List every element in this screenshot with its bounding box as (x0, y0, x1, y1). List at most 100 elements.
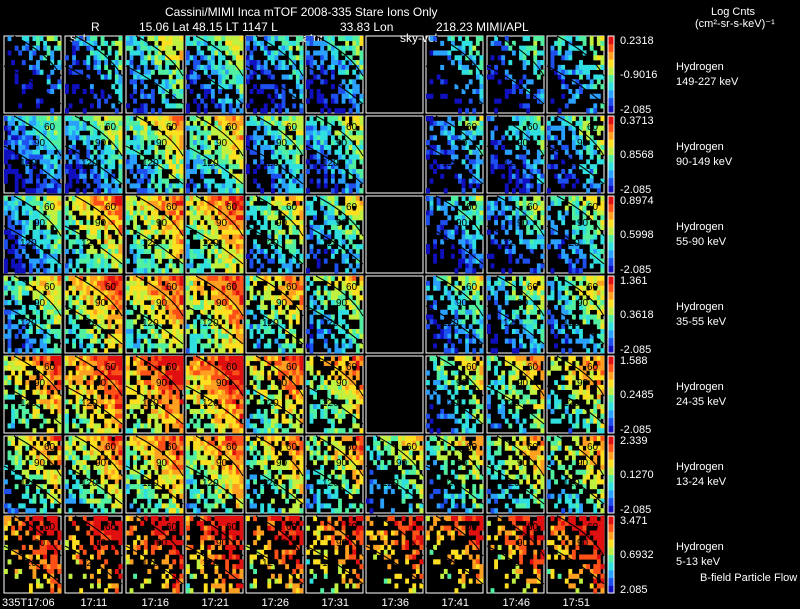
panel-cells-r0-c3 (186, 36, 244, 114)
panel-cells-r6-c2 (126, 516, 184, 594)
pitch-angle-contours-r2-c0 (3, 195, 62, 265)
colorbar-min: -2.085 (620, 424, 652, 436)
angle-label: 60 (226, 362, 238, 373)
angle-label: 90 (156, 218, 168, 229)
angle-label: 60 (166, 362, 178, 373)
colorbar-segment (608, 131, 614, 140)
colorbar-segment (608, 146, 614, 155)
pitch-angle-contours-r5-c7 (425, 435, 484, 505)
colorbar-segment (608, 265, 614, 274)
panel-r0-c6 (365, 35, 424, 114)
ephemeris-r: R (91, 20, 100, 34)
colorbar-mid: 0.8568 (620, 148, 654, 161)
pitch-angle-contours-r5-c9 (546, 435, 605, 505)
pitch-angle-contours-r0-c8 (486, 35, 545, 105)
colorbar-segment (608, 443, 614, 452)
pitch-angle-contours-r0-c5 (305, 35, 364, 105)
colorbar-segment (608, 36, 614, 45)
angle-label: 90 (336, 378, 348, 389)
panel-cells-r2-c8 (487, 196, 545, 274)
species-label: Hydrogen (676, 60, 724, 73)
time-tick-label: 17:11 (80, 597, 108, 609)
colorbar-segment (608, 257, 614, 266)
angle-label: 60 (346, 122, 358, 133)
colorbar-mid: 0.5998 (620, 228, 654, 241)
colorbar-segment (608, 585, 614, 594)
angle-label: 60 (587, 442, 599, 453)
time-tick-label: 17:31 (321, 597, 350, 609)
panel-cells-r1-c9 (547, 116, 605, 194)
angle-label: 90 (517, 538, 529, 549)
colorbar-segment (608, 436, 614, 445)
angle-label: 120 (20, 318, 37, 329)
pitch-angle-contours-r3-c0 (3, 275, 62, 345)
angle-label: 60 (105, 202, 117, 213)
colorbar-segment (608, 74, 614, 83)
time-tick-label: 17:51 (562, 597, 591, 609)
angle-label: 120 (563, 478, 580, 489)
angle-label: 60 (527, 442, 539, 453)
angle-label: 60 (44, 522, 56, 533)
angle-label: 60 (527, 282, 539, 293)
angle-label: 90 (216, 298, 228, 309)
angle-label: 60 (226, 122, 238, 133)
angle-label: 90 (95, 458, 107, 469)
colorbar-1 (607, 115, 615, 194)
colorbar-min: -2.085 (620, 104, 652, 116)
angle-label: 60 (166, 282, 178, 293)
angle-label: 90 (95, 298, 107, 309)
colorbar-max: 0.3713 (620, 115, 654, 127)
angle-label: 60 (105, 122, 117, 133)
pitch-angle-contours-r4-c1 (64, 355, 123, 425)
time-tick-label: 17:46 (502, 597, 531, 609)
panel-cells-r4-c0 (4, 356, 62, 434)
colorbar-segment (608, 196, 614, 205)
colorbar-segment (608, 474, 614, 483)
panel-cells-r0-c1 (65, 36, 123, 114)
angle-label: 120 (142, 398, 159, 409)
pitch-angle-contours-r6-c8 (486, 515, 545, 585)
angle-label: 90 (456, 298, 468, 309)
panel-cells-r5-c0 (4, 436, 62, 514)
colorbar-segment (608, 417, 614, 426)
colorbar-units: (cm²-sr-s-keV)⁻¹ (695, 18, 775, 30)
colorbar-segment (608, 211, 614, 220)
energy-label: 55-90 keV (676, 235, 727, 248)
colorbar-mid: 0.1270 (620, 468, 654, 481)
angle-label: 90 (456, 378, 468, 389)
colorbar-segment (608, 497, 614, 506)
species-label: Hydrogen (676, 140, 724, 153)
angle-label: 120 (81, 398, 98, 409)
pitch-angle-contours-r2-c1 (64, 195, 123, 265)
pitch-angle-contours-r4-c5 (305, 355, 364, 425)
colorbar-segment (608, 482, 614, 491)
energy-label: 149-227 keV (676, 75, 739, 88)
angle-label: 90 (517, 298, 529, 309)
panel-r3-c6 (365, 275, 424, 354)
angle-label: 120 (442, 558, 459, 569)
colorbar-segment (608, 409, 614, 419)
colorbar-segment (608, 203, 614, 212)
angle-label: 90 (95, 138, 107, 149)
panel-cells-r3-c0 (4, 276, 62, 354)
angle-label: 90 (156, 538, 168, 549)
angle-label: 120 (202, 238, 219, 249)
pitch-angle-contours-r6-c0 (3, 515, 62, 585)
angle-label: 120 (503, 238, 520, 249)
angle-label: 120 (142, 318, 159, 329)
energy-label: 90-149 keV (676, 155, 733, 168)
pitch-angle-contours-r1-c4 (245, 115, 304, 185)
angle-label: 120 (142, 158, 159, 169)
species-label: Hydrogen (676, 300, 724, 313)
angle-label: 90 (456, 458, 468, 469)
colorbar-min: -2.085 (620, 504, 652, 516)
angle-label: 90 (577, 538, 589, 549)
angle-label: 90 (456, 538, 468, 549)
angle-label: 60 (44, 202, 56, 213)
pitch-angle-contours-r6-c6 (365, 515, 424, 585)
pitch-angle-contours-r5-c3 (185, 435, 244, 505)
pitch-angle-contours-r4-c0 (3, 355, 62, 425)
angle-label: 120 (81, 558, 98, 569)
pitch-angle-contours-r1-c8 (486, 115, 545, 185)
panel-cells-r0-c2 (126, 36, 184, 114)
